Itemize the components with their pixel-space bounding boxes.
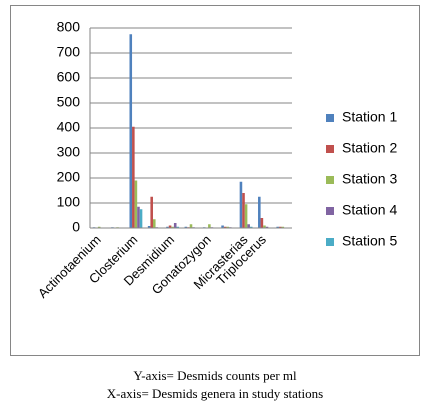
legend-label: Station 2 <box>342 140 397 156</box>
bar <box>147 226 151 228</box>
bar <box>176 226 180 228</box>
bar <box>171 226 174 228</box>
legend-label: Station 3 <box>342 171 397 187</box>
bar <box>258 196 261 228</box>
caption-line: Y-axis= Desmids counts per ml <box>133 368 297 383</box>
bar <box>281 226 285 228</box>
y-tick-label: 300 <box>57 144 81 160</box>
chart: 0100200300400500600700800ActinotaeniumCl… <box>10 5 420 356</box>
bar <box>184 226 188 228</box>
legend-swatch <box>326 145 334 153</box>
legend-label: Station 4 <box>342 202 397 218</box>
bar <box>189 224 193 228</box>
bar <box>249 226 253 228</box>
y-tick-label: 700 <box>57 44 81 60</box>
bar <box>247 224 250 228</box>
bar <box>134 180 138 228</box>
bar <box>276 226 279 228</box>
caption-line: X-axis= Desmids genera in study stations <box>106 386 324 401</box>
legend-label: Station 5 <box>342 233 397 249</box>
y-tick-label: 800 <box>57 19 81 35</box>
bar <box>260 218 264 228</box>
legend-swatch <box>326 114 334 122</box>
legend-swatch <box>326 207 334 215</box>
y-tick-label: 400 <box>57 119 81 135</box>
chart-border <box>10 5 420 356</box>
bar <box>208 224 211 228</box>
bar <box>223 226 227 228</box>
bar <box>152 219 156 228</box>
bar <box>150 196 153 228</box>
bar <box>221 225 224 228</box>
bar <box>97 226 101 228</box>
bar <box>265 226 269 228</box>
bar <box>139 209 143 228</box>
bar <box>168 225 172 228</box>
legend-swatch <box>326 238 334 246</box>
y-tick-label: 600 <box>57 69 81 85</box>
legend-label: Station 1 <box>342 109 397 125</box>
y-tick-label: 100 <box>57 194 81 210</box>
bar <box>226 226 230 228</box>
bar <box>263 225 266 228</box>
bar <box>242 193 245 228</box>
y-tick-label: 200 <box>57 169 81 185</box>
y-tick-label: 500 <box>57 94 81 110</box>
bar <box>132 126 135 228</box>
bar <box>166 226 169 228</box>
bar <box>173 223 177 228</box>
bar <box>278 226 282 228</box>
bar <box>239 181 243 228</box>
bar <box>129 34 133 228</box>
bar <box>137 206 140 228</box>
y-tick-label: 0 <box>72 219 80 235</box>
legend-swatch <box>326 176 334 184</box>
bar <box>244 204 248 228</box>
